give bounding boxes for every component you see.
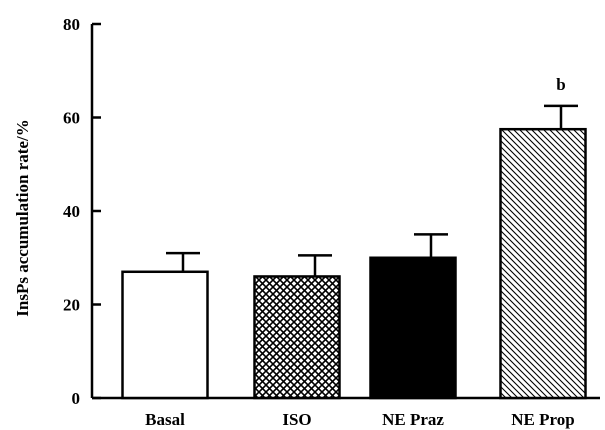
- bars: [121, 104, 587, 400]
- y-axis-label: InsPs accumulation rate/%: [13, 119, 32, 316]
- x-tick-label: NE Praz: [382, 410, 444, 429]
- y-tick-label: 40: [63, 202, 80, 221]
- y-tick-label: 80: [63, 15, 80, 34]
- bar-basal: [121, 270, 209, 400]
- bar-iso: [253, 275, 341, 400]
- labels: Basal ISO NE Praz NE Prop b: [145, 75, 575, 429]
- y-tick-label: 20: [63, 296, 80, 315]
- significance-annotation: b: [556, 75, 565, 94]
- x-tick-label: Basal: [145, 410, 185, 429]
- bar-ne-prop: [499, 127, 587, 400]
- x-tick-label: NE Prop: [511, 410, 574, 429]
- bar-ne-praz: [369, 256, 457, 400]
- x-tick-label: ISO: [282, 410, 311, 429]
- y-tick-label: 60: [63, 109, 80, 128]
- y-tick-label: 0: [72, 389, 81, 408]
